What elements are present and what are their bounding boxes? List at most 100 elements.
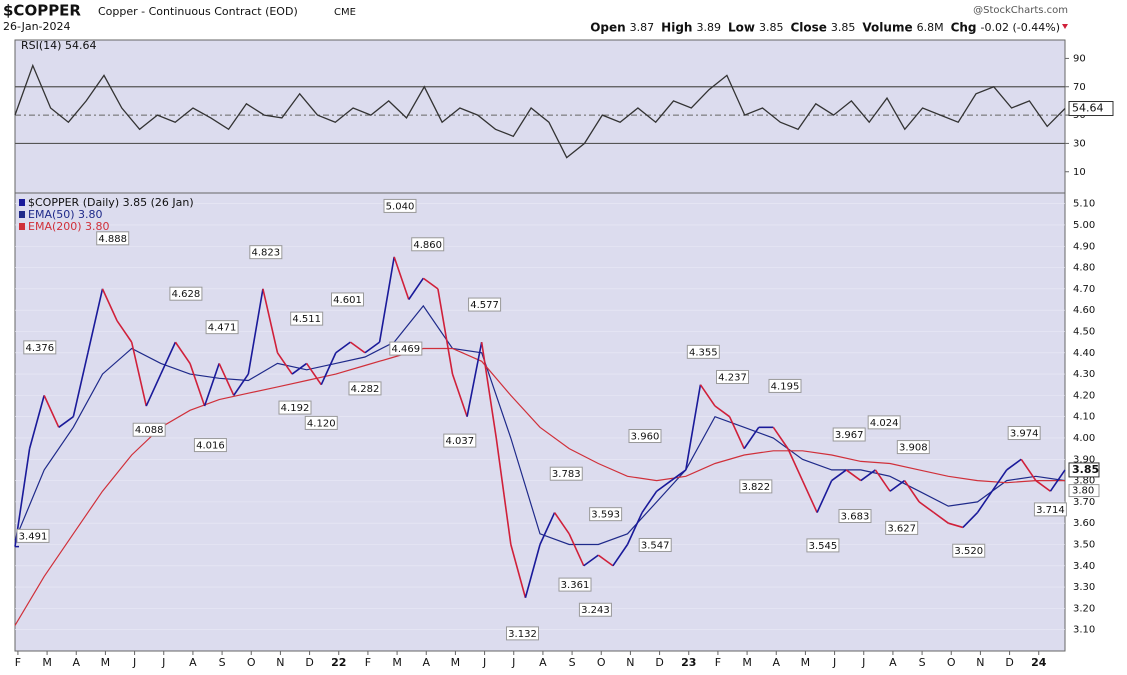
annotation-box: [1007, 426, 1041, 441]
annotation-label: 5.040: [386, 201, 415, 212]
annotation-box: [549, 466, 583, 481]
ema-line: [14, 347, 1065, 626]
annotation-box: [169, 286, 203, 301]
x-tick-label: D: [1005, 656, 1013, 669]
price-segment: [1006, 458, 1022, 471]
quote-value: 3.89: [696, 21, 721, 34]
quote-value: 3.87: [630, 21, 655, 34]
y-tick-label: 4.00: [1073, 433, 1095, 444]
y-tick-label: 70: [1073, 82, 1086, 93]
y-tick-label: 4.60: [1073, 305, 1095, 316]
annotation-box: [443, 433, 477, 448]
y-tick-label: 5.00: [1073, 220, 1095, 231]
annotation-box: [952, 543, 986, 558]
y-tick-label: 3.20: [1073, 603, 1095, 614]
price-segment: [656, 479, 672, 492]
annotation-label: 4.282: [351, 384, 380, 395]
price-segment: [1020, 458, 1037, 482]
price-segment: [612, 544, 629, 567]
annotation-box: [768, 378, 802, 393]
annotation-label: 4.016: [196, 441, 225, 452]
x-tick-label: 22: [331, 656, 346, 669]
annotation-label: 3.714: [1036, 505, 1065, 516]
legend-swatch: [19, 223, 25, 230]
price-segment: [335, 341, 351, 354]
x-tick-label: D: [305, 656, 313, 669]
price-segment: [991, 469, 1008, 492]
quote-value: 3.85: [831, 21, 856, 34]
legend-entry: EMA(200) 3.80: [28, 220, 110, 233]
price-segment: [685, 384, 702, 471]
y-tick-label: 3.70: [1073, 497, 1095, 508]
price-segment: [831, 469, 847, 482]
annotation-label: 3.960: [631, 431, 660, 442]
price-segment: [728, 416, 745, 449]
y-tick-label: 5.10: [1073, 199, 1095, 210]
annotation-box: [331, 292, 364, 307]
price-segment: [1049, 469, 1066, 492]
y-tick-label: 30: [1073, 138, 1086, 149]
y-tick-label: 3.50: [1073, 539, 1095, 550]
x-tick-label: D: [655, 656, 663, 669]
annotation-label: 4.376: [25, 343, 54, 354]
annotation-label: 4.469: [392, 344, 421, 355]
y-tick-label: 3.80: [1073, 476, 1095, 487]
price-segment: [845, 469, 862, 482]
x-tick-label: F: [15, 656, 21, 669]
x-tick-label: F: [715, 656, 721, 669]
price-segment: [43, 395, 60, 428]
y-tick-label: 4.50: [1073, 326, 1095, 337]
x-tick-label: N: [976, 656, 984, 669]
annotation-box: [304, 415, 338, 430]
price-segment: [626, 512, 643, 545]
x-tick-label: O: [597, 656, 606, 669]
annotation-label: 4.601: [333, 295, 362, 306]
y-tick-label: 3.60: [1073, 518, 1095, 529]
price-segment: [189, 363, 206, 407]
price-segment: [524, 544, 541, 598]
x-tick-label: M: [742, 656, 752, 669]
x-tick-label: F: [365, 656, 371, 669]
annotation-box: [249, 245, 283, 260]
price-segment: [174, 341, 191, 364]
quote-value: 3.85: [759, 21, 784, 34]
price-segment: [860, 469, 876, 482]
last-price: 3.85: [1072, 463, 1099, 476]
price-segment: [28, 395, 45, 449]
price-segment: [58, 416, 74, 428]
price-segment: [874, 469, 891, 492]
price-segment: [378, 256, 395, 343]
price-segment: [480, 341, 498, 439]
price-segment: [699, 384, 716, 407]
price-segment: [903, 480, 920, 503]
annotation-label: 3.822: [742, 482, 771, 493]
quote-label: Chg: [951, 21, 977, 35]
annotation-box: [558, 577, 592, 592]
y-tick-label: 4.90: [1073, 241, 1095, 252]
annotation-box: [638, 537, 672, 552]
price-segment: [510, 544, 527, 598]
price-segment: [247, 288, 264, 375]
annotation-label: 3.908: [899, 443, 928, 454]
annotation-label: 4.120: [307, 418, 336, 429]
change-arrow: [1062, 24, 1068, 29]
y-tick-label: 4.30: [1073, 369, 1095, 380]
quote: -0.02 (-0.44%) Chg 6.8M Volume 3.85 Close 3.85…: [590, 21, 1060, 35]
annotation-box: [628, 428, 662, 443]
quote-value: 6.8M: [917, 21, 944, 34]
annotation-box: [578, 602, 612, 617]
annotation-label: 4.024: [870, 418, 899, 429]
annotation-label: 3.520: [954, 546, 983, 557]
x-tick-label: N: [626, 656, 634, 669]
annotation-box: [278, 400, 312, 415]
price-segment: [933, 511, 949, 524]
x-tick-label: J: [832, 656, 836, 669]
annotation-label: 3.974: [1010, 429, 1039, 440]
y-tick-label: 4.40: [1073, 348, 1095, 359]
annotation-label: 3.132: [508, 629, 537, 640]
y-tick-label: 3.10: [1073, 625, 1095, 636]
annotation-label: 3.627: [887, 523, 916, 534]
annotation-box: [411, 237, 445, 252]
annotation-box: [716, 369, 749, 384]
